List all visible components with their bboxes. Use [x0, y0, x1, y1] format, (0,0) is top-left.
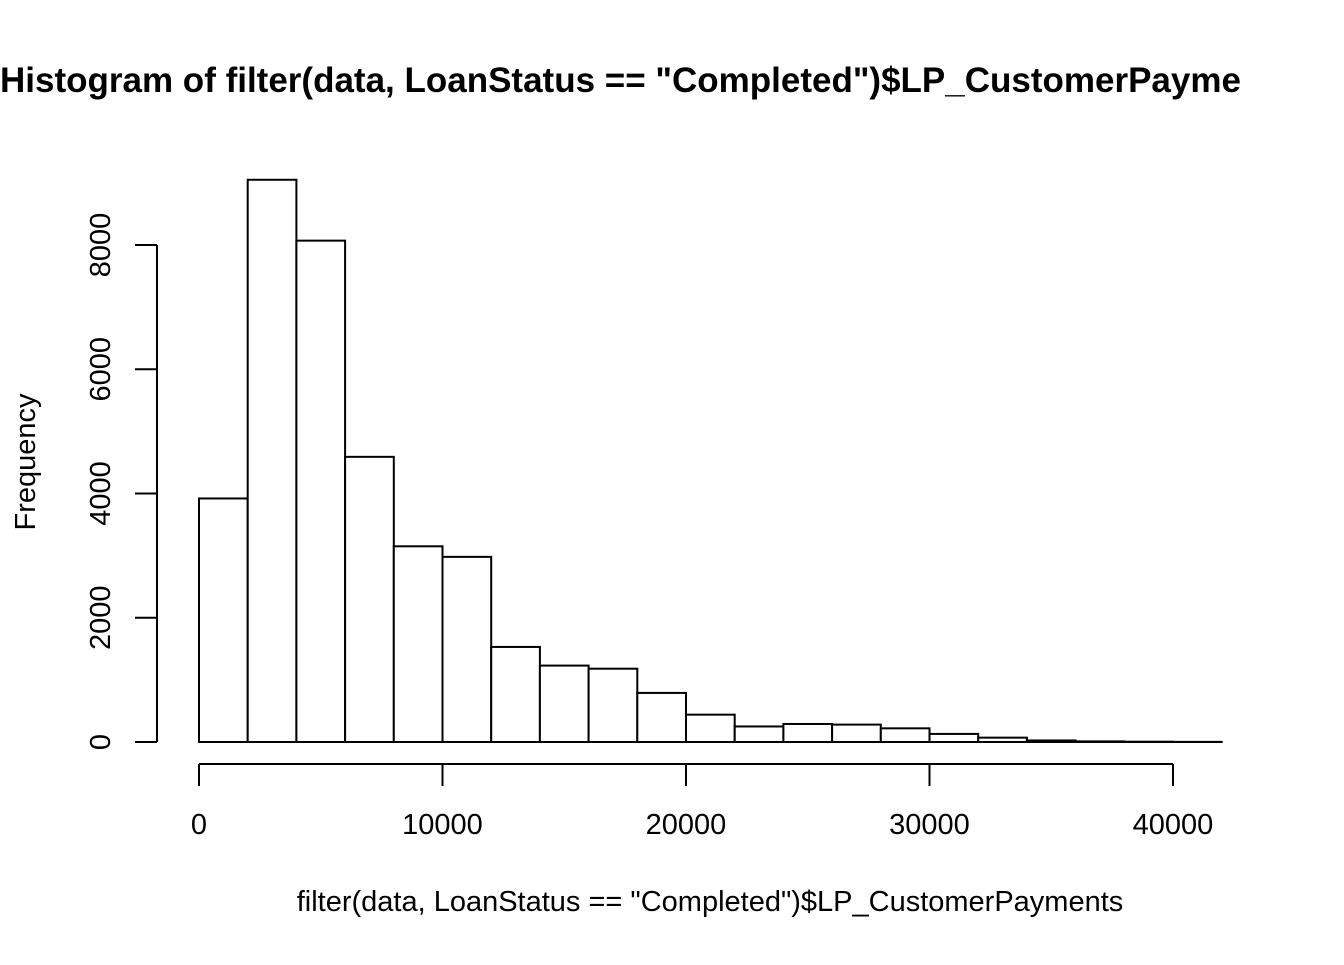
y-tick-label: 4000: [85, 461, 117, 526]
histogram-bar: [199, 498, 248, 742]
y-tick-label: 8000: [85, 213, 117, 278]
x-tick-label: 20000: [646, 809, 727, 841]
histogram-bar: [443, 557, 492, 742]
y-tick-label: 2000: [85, 585, 117, 650]
histogram-bar: [248, 180, 297, 742]
x-axis-label: filter(data, LoanStatus == "Completed")$…: [297, 886, 1124, 918]
bars-group: [199, 180, 1222, 742]
histogram-bar: [589, 669, 638, 742]
histogram-bar: [686, 715, 735, 742]
histogram-bar: [881, 728, 930, 742]
histogram-bar: [491, 647, 540, 742]
chart-title: Histogram of filter(data, LoanStatus == …: [0, 61, 1241, 100]
y-axis-label: Frequency: [10, 393, 42, 531]
x-tick-label: 10000: [402, 809, 483, 841]
histogram-bar: [783, 724, 832, 742]
x-tick-label: 30000: [889, 809, 970, 841]
histogram-bar: [296, 241, 345, 742]
x-tick-label: 40000: [1133, 809, 1214, 841]
y-tick-label: 0: [85, 734, 117, 750]
histogram-bar: [930, 734, 979, 742]
y-tick-label: 6000: [85, 337, 117, 402]
x-axis: 0 10000 20000 30000 40000: [191, 764, 1213, 841]
x-tick-label: 0: [191, 809, 207, 841]
histogram-bar: [345, 457, 394, 742]
histogram-bar: [735, 726, 784, 742]
histogram-bar: [637, 693, 686, 742]
histogram-bar: [540, 666, 589, 742]
y-axis: 0 2000 4000 6000 8000: [85, 213, 157, 750]
histogram-bar: [394, 546, 443, 742]
histogram-bar: [832, 725, 881, 742]
